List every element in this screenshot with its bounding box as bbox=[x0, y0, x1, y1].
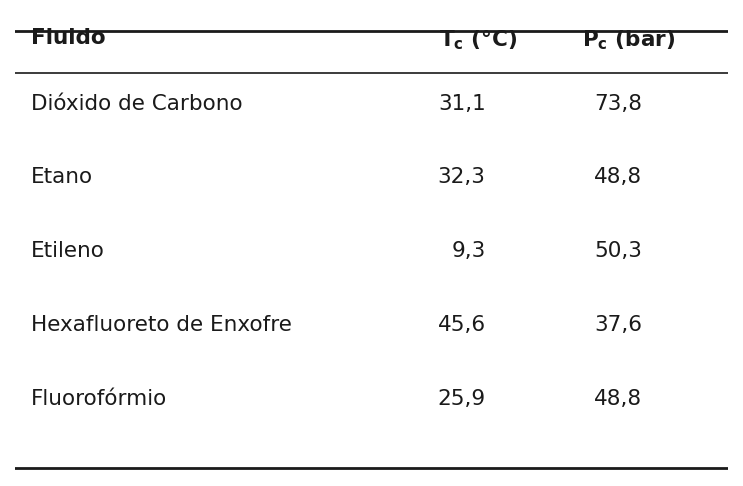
Text: 32,3: 32,3 bbox=[438, 167, 486, 188]
Text: 37,6: 37,6 bbox=[594, 315, 643, 335]
Text: 73,8: 73,8 bbox=[594, 94, 643, 114]
Text: Etileno: Etileno bbox=[30, 241, 105, 261]
Text: Dióxido de Carbono: Dióxido de Carbono bbox=[30, 94, 242, 114]
Text: 50,3: 50,3 bbox=[594, 241, 643, 261]
Text: 9,3: 9,3 bbox=[452, 241, 486, 261]
Text: 48,8: 48,8 bbox=[594, 389, 643, 409]
Text: Fluido: Fluido bbox=[30, 28, 106, 49]
Text: 31,1: 31,1 bbox=[438, 94, 486, 114]
Text: Fluorofórmio: Fluorofórmio bbox=[30, 389, 166, 409]
Text: Etano: Etano bbox=[30, 167, 93, 188]
Text: 45,6: 45,6 bbox=[438, 315, 486, 335]
Text: Hexafluoreto de Enxofre: Hexafluoreto de Enxofre bbox=[30, 315, 291, 335]
Text: 25,9: 25,9 bbox=[438, 389, 486, 409]
Text: $\mathbf{T_c}$ $\mathbf{(°C)}$: $\mathbf{T_c}$ $\mathbf{(°C)}$ bbox=[439, 28, 517, 52]
Text: $\mathbf{P_c}$ $\mathbf{(bar)}$: $\mathbf{P_c}$ $\mathbf{(bar)}$ bbox=[582, 28, 675, 52]
Text: 48,8: 48,8 bbox=[594, 167, 643, 188]
